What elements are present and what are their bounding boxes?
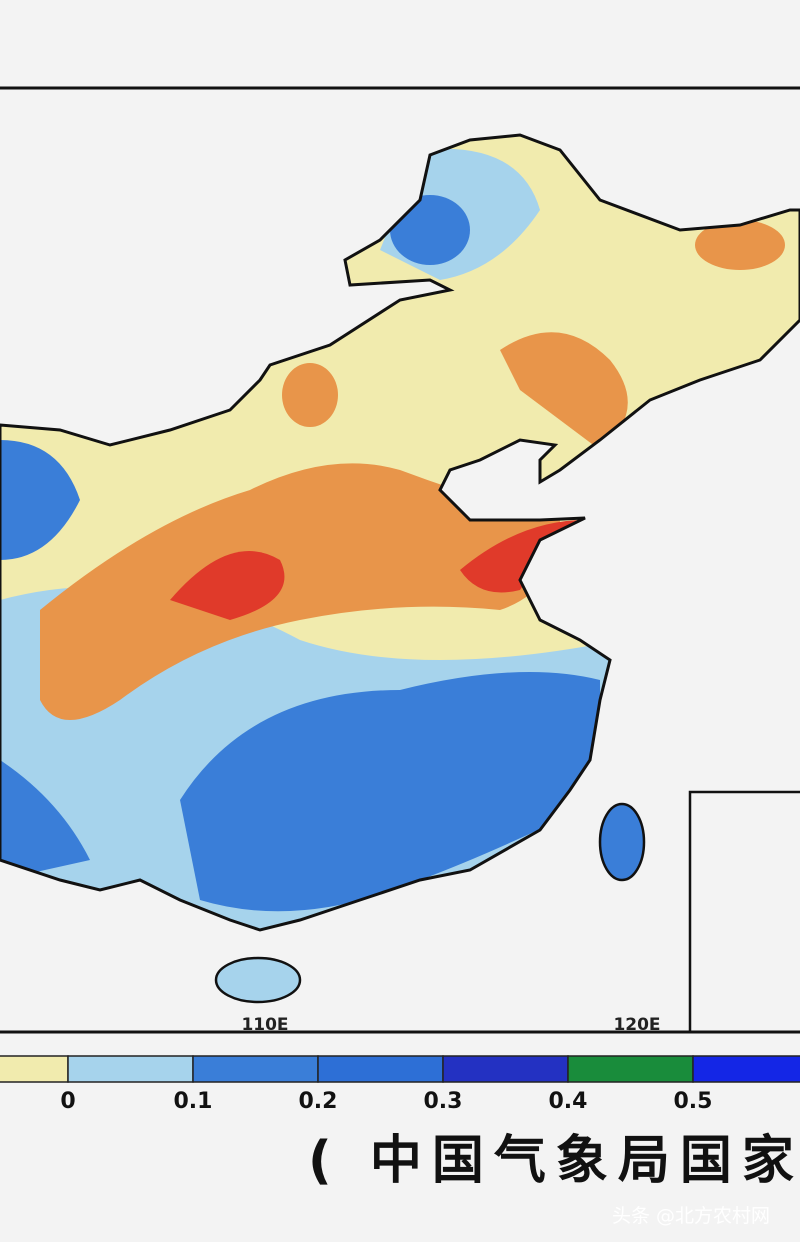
- colorbar: 00.10.20.30.40.50: [0, 1055, 800, 1114]
- map-fill: [0, 135, 800, 930]
- colorbar-swatch: [0, 1055, 69, 1083]
- lon-label: 110E: [241, 1015, 288, 1035]
- colorbar-swatch: [692, 1055, 800, 1083]
- caption: ( 中国气象局国家: [308, 1131, 800, 1191]
- inset-frame: [688, 790, 800, 1032]
- lon-label: 120E: [613, 1015, 660, 1035]
- colorbar-swatch: [442, 1055, 569, 1083]
- colorbar-label: 0.2: [299, 1089, 338, 1114]
- colorbar-label: 0.3: [424, 1089, 463, 1114]
- colorbar-swatch: [192, 1055, 319, 1083]
- colorbar-label: 0: [60, 1089, 75, 1114]
- colorbar-swatch: [567, 1055, 694, 1083]
- colorbar-swatch: [317, 1055, 444, 1083]
- hainan: [214, 956, 302, 1004]
- colorbar-label: 0.5: [674, 1089, 713, 1114]
- colorbar-swatch: [67, 1055, 194, 1083]
- colorbar-label: 0.1: [174, 1089, 213, 1114]
- watermark: 头条 @北方农村网: [612, 1205, 770, 1227]
- taiwan: [598, 802, 646, 882]
- colorbar-label: 0.4: [549, 1089, 588, 1114]
